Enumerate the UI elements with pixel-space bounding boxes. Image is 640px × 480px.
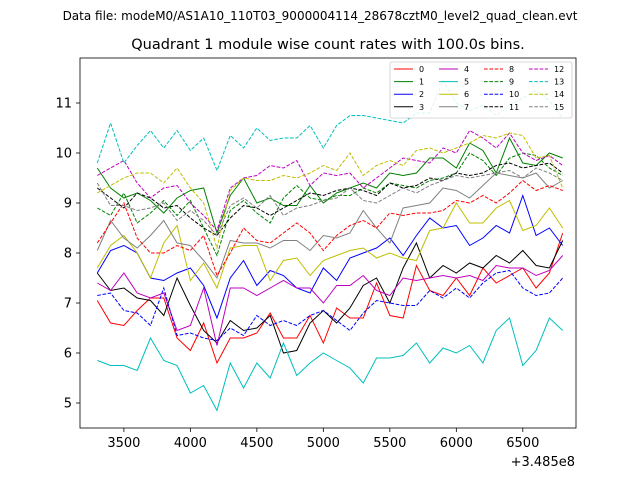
x-tick-label: 4500 xyxy=(240,436,273,451)
legend-label-2: 2 xyxy=(419,90,424,99)
legend-label-7: 7 xyxy=(464,103,469,112)
series-line-3 xyxy=(96,240,564,354)
chart-title: Quadrant 1 module wise count rates with … xyxy=(131,37,525,53)
series-line-9 xyxy=(97,152,563,257)
figure-suptitle: Data file: modeM0/AS1A10_110T03_90000041… xyxy=(63,9,578,23)
legend-label-14: 14 xyxy=(554,90,564,99)
legend-label-4: 4 xyxy=(464,65,469,74)
legend-label-11: 11 xyxy=(509,103,519,112)
legend-label-1: 1 xyxy=(419,78,424,87)
series-line-2 xyxy=(96,193,564,320)
x-offset-label: +3.485e8 xyxy=(511,455,575,470)
legend-label-15: 15 xyxy=(554,103,564,112)
series-line-7 xyxy=(96,172,563,280)
series-layer xyxy=(96,79,564,412)
y-tick-label: 10 xyxy=(55,147,72,162)
series-line-14 xyxy=(97,132,564,250)
legend-label-9: 9 xyxy=(509,78,514,87)
legend-label-13: 13 xyxy=(554,78,564,87)
legend-label-0: 0 xyxy=(419,65,424,74)
series-line-15 xyxy=(96,167,563,237)
legend-label-12: 12 xyxy=(554,65,564,74)
x-tick-label: 5500 xyxy=(373,436,406,451)
y-tick-label: 11 xyxy=(55,97,72,112)
series-line-5 xyxy=(97,317,564,412)
x-tick-label: 3500 xyxy=(107,436,140,451)
series-line-10 xyxy=(97,269,564,342)
plot-frame xyxy=(79,57,577,429)
y-tick-label: 6 xyxy=(64,347,72,362)
legend-label-6: 6 xyxy=(464,90,469,99)
series-line-6 xyxy=(96,199,564,290)
x-tick-label: 5000 xyxy=(307,436,340,451)
series-line-12 xyxy=(97,129,564,232)
x-tick-label: 6000 xyxy=(440,436,473,451)
legend-box xyxy=(389,61,573,119)
y-tick-label: 7 xyxy=(64,297,72,312)
y-tick-label: 8 xyxy=(64,247,72,262)
series-line-4 xyxy=(97,255,564,346)
legend-label-3: 3 xyxy=(419,103,424,112)
legend-label-5: 5 xyxy=(464,78,469,87)
y-tick-label: 9 xyxy=(64,197,72,212)
legend-label-10: 10 xyxy=(509,90,519,99)
legend-label-8: 8 xyxy=(509,65,514,74)
x-tick-label: 4000 xyxy=(174,436,207,451)
x-tick-label: 6500 xyxy=(506,436,539,451)
axis-layer: 3500 4000 4500 5000 5500 6000 6500 5 6 7 8 9 10 11 xyxy=(55,97,539,452)
y-tick-label: 5 xyxy=(64,397,72,412)
series-line-8 xyxy=(96,179,563,277)
series-line-0 xyxy=(96,232,564,365)
series-line-11 xyxy=(96,162,564,237)
